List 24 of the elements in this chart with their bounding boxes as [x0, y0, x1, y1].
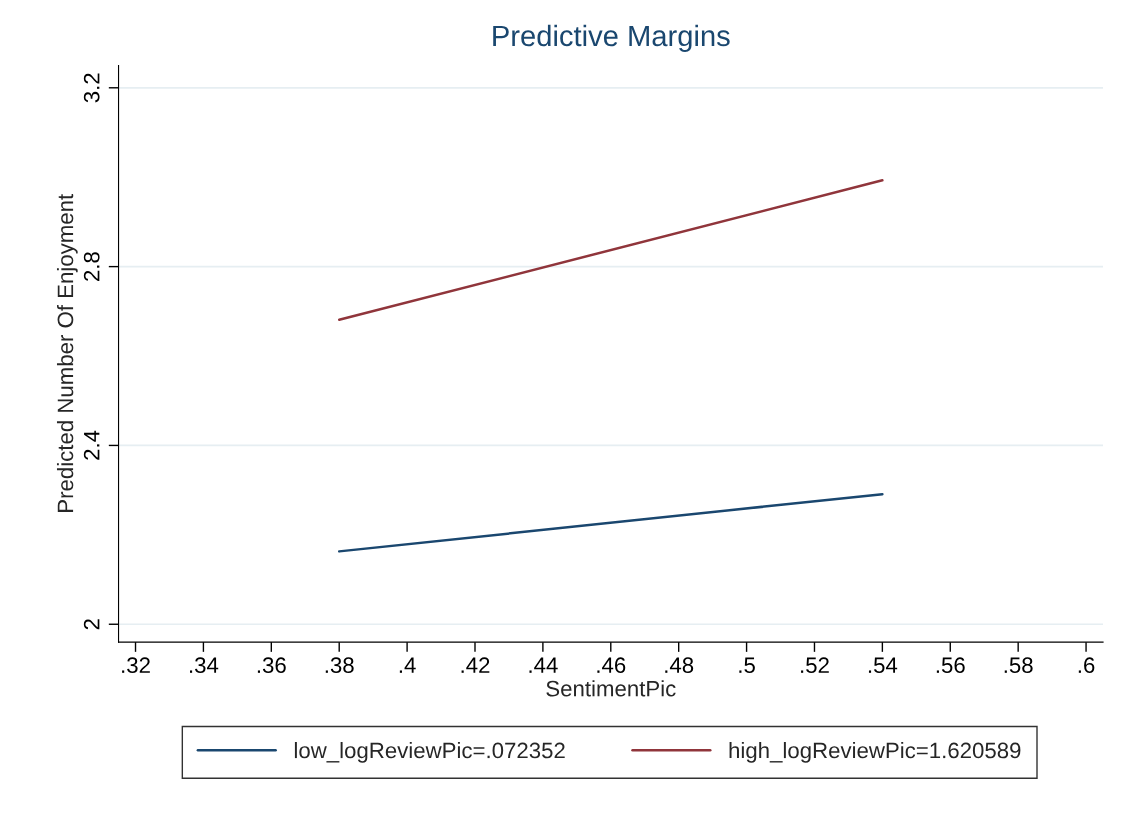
- x-tick-label: .36: [257, 657, 286, 674]
- y-tick-label: 2.8: [83, 252, 100, 281]
- x-tick-label: .56: [936, 657, 965, 674]
- x-axis-title: SentimentPic: [546, 680, 676, 697]
- legend-label: high_logReviewPic=1.620589: [729, 741, 1021, 763]
- x-tick-label: .48: [665, 657, 694, 674]
- x-tick-label: .38: [325, 657, 354, 674]
- x-tick-label: .52: [801, 657, 829, 674]
- x-tick-label: .6: [1078, 657, 1095, 674]
- x-tick-label: .44: [529, 657, 558, 673]
- x-tick-label: .54: [868, 657, 898, 674]
- x-tick-label: .42: [461, 657, 490, 673]
- legend-label: low_logReviewPic=.072352: [294, 741, 565, 763]
- y-tick-label: 3.2: [83, 73, 100, 103]
- y-axis-title: Predicted Number Of Enjoyment: [56, 194, 78, 512]
- x-tick-label: .34: [190, 657, 219, 674]
- x-tick-label: .58: [1004, 657, 1033, 674]
- x-tick-label: .46: [597, 657, 626, 674]
- chart-title: Predictive Margins: [493, 24, 730, 53]
- x-tick-label: .5: [739, 657, 755, 674]
- x-tick-label: .32: [122, 657, 150, 674]
- y-tick-label: 2.4: [83, 430, 100, 460]
- x-tick-label: .4: [399, 657, 416, 673]
- y-tick-label: 2: [83, 619, 100, 630]
